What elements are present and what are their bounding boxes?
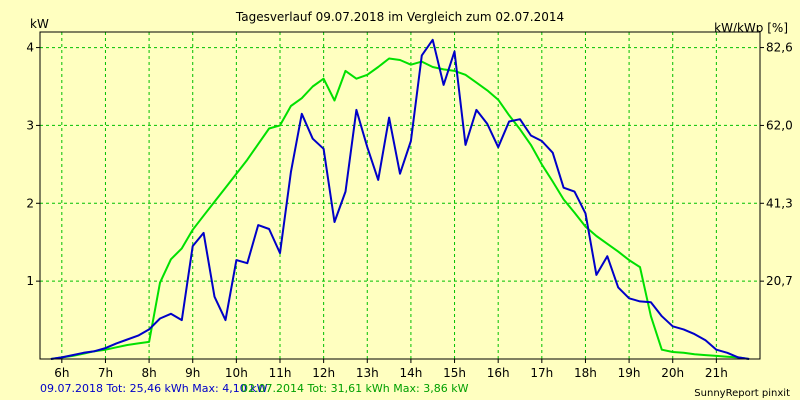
plot-border xyxy=(39,31,761,360)
x-tick-label: 6h xyxy=(54,366,69,380)
series-line-2018 xyxy=(50,38,750,360)
x-tick-label: 21h xyxy=(705,366,728,380)
x-tick-label: 13h xyxy=(356,366,379,380)
x-tick-label: 9h xyxy=(185,366,200,380)
x-tick-label: 16h xyxy=(487,366,510,380)
x-tick-label: 17h xyxy=(530,366,553,380)
y2-tick-label: 20,7 xyxy=(766,274,793,288)
chart-title: Tagesverlauf 09.07.2018 im Vergleich zum… xyxy=(235,10,565,24)
series-line-2014 xyxy=(50,57,750,360)
y-tick-label: 2 xyxy=(26,196,34,210)
legend-green-summary: 02.07.2014 Tot: 31,61 kWh Max: 3,86 kW xyxy=(241,382,469,395)
x-tick-label: 8h xyxy=(141,366,156,380)
y-axis-label: kW xyxy=(30,17,49,31)
x-tick-label: 12h xyxy=(312,366,335,380)
x-tick-label: 10h xyxy=(225,366,248,380)
x-tick-label: 18h xyxy=(574,366,597,380)
legend-blue-summary: 09.07.2018 Tot: 25,46 kWh Max: 4,10 kW xyxy=(40,382,268,395)
credit-label: SunnyReport pinxit xyxy=(694,388,790,399)
y2-tick-label: 82,6 xyxy=(766,41,793,55)
y-tick-label: 4 xyxy=(26,41,34,55)
x-tick-label: 15h xyxy=(443,366,466,380)
y2-tick-label: 41,3 xyxy=(766,196,793,210)
x-tick-label: 20h xyxy=(661,366,684,380)
y2-tick-label: 62,0 xyxy=(766,118,793,132)
x-tick-label: 7h xyxy=(98,366,113,380)
x-tick-label: 19h xyxy=(618,366,641,380)
y-tick-label: 1 xyxy=(26,274,34,288)
x-tick-label: 11h xyxy=(269,366,292,380)
plot-frame xyxy=(39,31,761,360)
x-tick-label: 14h xyxy=(399,366,422,380)
y-tick-label: 3 xyxy=(26,118,34,132)
